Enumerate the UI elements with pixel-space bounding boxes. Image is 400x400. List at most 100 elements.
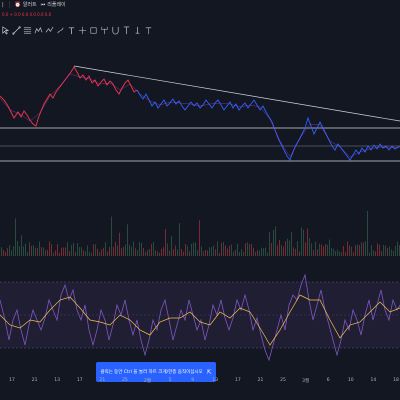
volume-bar <box>315 241 316 256</box>
volume-bar <box>27 252 28 256</box>
volume-bar <box>105 242 106 256</box>
volume-bar <box>139 242 140 256</box>
hint-tooltip[interactable]: 클릭는 동안 Ctrl 을 눌러 차트 크게/한층 움직이십시오 ⇱ <box>96 362 216 382</box>
trendline[interactable] <box>73 65 400 122</box>
measure-icon[interactable] <box>44 24 55 36</box>
menu-edge[interactable]: | <box>2 1 4 8</box>
time-axis[interactable]: 17 21 13 17 21 25 2월 5 9 13 17 21 25 3월 6 10 14 18 <box>0 376 400 386</box>
volume-bar <box>267 252 268 256</box>
volume-bar <box>323 246 324 256</box>
volume-bar <box>345 252 346 256</box>
volume-bar <box>65 247 66 256</box>
volume-bar <box>69 251 70 256</box>
replay-button[interactable]: ⏮ 리플레이 <box>39 1 68 9</box>
volume-bar <box>235 249 236 256</box>
prediction-icon[interactable] <box>77 24 88 36</box>
trendline-icon[interactable] <box>11 24 22 36</box>
volume-bar <box>367 210 368 256</box>
volume-bar <box>221 242 222 256</box>
anchor-icon[interactable] <box>143 24 154 36</box>
volume-bar <box>259 250 260 256</box>
hint-text: 클릭는 동안 Ctrl 을 눌러 차트 크게/한층 움직이십시오 <box>100 370 203 375</box>
volume-bar <box>321 244 322 256</box>
volume-bar <box>117 245 118 256</box>
replay-icon: ⏮ <box>40 1 46 8</box>
volume-bar <box>241 249 242 256</box>
volume-bar <box>111 216 112 256</box>
volume-bar <box>223 242 224 256</box>
volume-bar <box>129 244 130 256</box>
volume-bar <box>169 250 170 256</box>
volume-bar <box>49 241 50 256</box>
magnet-icon[interactable] <box>110 24 121 36</box>
volume-bar <box>135 248 136 256</box>
volume-bar <box>361 242 362 256</box>
expand-icon[interactable]: ⇱ <box>206 368 212 376</box>
lock-icon[interactable] <box>132 24 143 36</box>
volume-bar <box>325 243 326 256</box>
time-axis-label: 21 <box>31 378 38 383</box>
volume-bar <box>89 251 90 256</box>
alert-button[interactable]: ⏰ 알러트 <box>13 1 39 9</box>
volume-bar <box>149 249 150 256</box>
volume-bar <box>207 250 208 256</box>
pitchfork-icon[interactable] <box>99 24 110 36</box>
volume-bar <box>179 223 180 256</box>
volume-bar <box>37 248 38 256</box>
time-axis-label: 18 <box>393 378 399 383</box>
time-axis-label: 13 <box>212 378 219 383</box>
volume-bar <box>59 252 60 256</box>
volume-bar <box>339 251 340 256</box>
time-axis-label: 17 <box>76 378 83 383</box>
volume-bar <box>395 245 396 256</box>
volume-bar <box>13 246 14 256</box>
volume-bar <box>145 251 146 256</box>
volume-bar <box>213 245 214 256</box>
volume-bar <box>93 244 94 256</box>
volume-bar <box>285 241 286 256</box>
volume-bar <box>261 247 262 256</box>
volume-bar <box>53 252 54 256</box>
volume-bar <box>355 245 356 256</box>
volume-bar <box>167 243 168 256</box>
volume-bar <box>91 252 92 256</box>
volume-bar <box>9 245 10 256</box>
volume-bar <box>153 242 154 256</box>
volume-bar <box>31 245 32 256</box>
volume-bar <box>283 246 284 256</box>
volume-bar <box>391 249 392 256</box>
volume-bar <box>371 245 372 256</box>
volume-bar <box>51 244 52 256</box>
volume-bar <box>201 246 202 256</box>
position-icon[interactable] <box>88 24 99 36</box>
price-series-red <box>0 66 138 127</box>
volume-bar <box>349 245 350 256</box>
volume-bar <box>245 243 246 256</box>
drawing-toolbar <box>0 23 154 37</box>
volume-bar <box>11 250 12 256</box>
volume-bar <box>133 241 134 256</box>
volume-bar <box>39 241 40 256</box>
time-axis-label: 9 <box>191 378 195 383</box>
volume-bar <box>55 250 56 256</box>
volume-bar <box>297 241 298 256</box>
volume-bar <box>373 250 374 256</box>
text-icon[interactable] <box>66 24 77 36</box>
volume-bar <box>249 244 250 256</box>
volume-bar <box>15 218 16 256</box>
volume-bar <box>63 247 64 256</box>
pattern-icon[interactable] <box>33 24 44 36</box>
volume-bar <box>57 244 58 256</box>
cursor-icon[interactable] <box>0 24 11 36</box>
volume-bar <box>265 247 266 256</box>
brush-icon[interactable] <box>55 24 66 36</box>
volume-bar <box>87 245 88 256</box>
volume-bar <box>301 227 302 256</box>
volume-bar <box>305 242 306 256</box>
volume-bar <box>103 247 104 256</box>
volume-bar <box>181 248 182 256</box>
timecycle-icon[interactable] <box>121 24 132 36</box>
fib-icon[interactable] <box>22 24 33 36</box>
time-axis-label: 25 <box>122 378 128 383</box>
